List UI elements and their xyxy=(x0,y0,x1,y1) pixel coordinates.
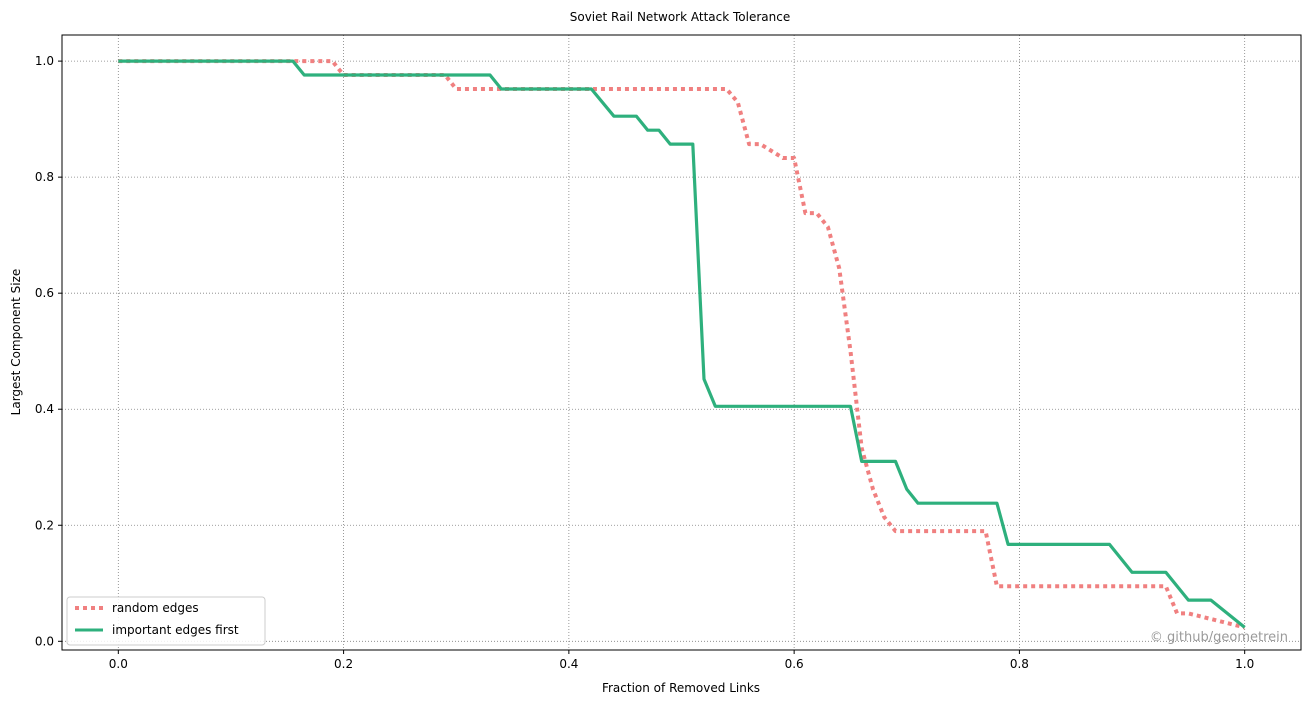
series-layer xyxy=(118,59,1246,630)
plot-frame xyxy=(61,34,1302,651)
y-tick-label: 0.2 xyxy=(35,518,54,532)
series-line-random-edges xyxy=(118,59,1246,630)
y-axis-ticks: 0.0 0.2 0.4 0.6 0.8 1.0 xyxy=(35,54,62,648)
legend-label-important-edges-first: important edges first xyxy=(112,623,239,637)
legend-label-random-edges: random edges xyxy=(112,601,199,615)
x-tick-label: 0.0 xyxy=(109,657,128,671)
x-tick-label: 0.8 xyxy=(1010,657,1029,671)
y-tick-label: 1.0 xyxy=(35,54,54,68)
x-tick-label: 0.6 xyxy=(785,657,804,671)
x-tick-label: 1.0 xyxy=(1235,657,1254,671)
chart-title: Soviet Rail Network Attack Tolerance xyxy=(570,10,790,24)
y-tick-label: 0.4 xyxy=(35,402,54,416)
x-tick-label: 0.2 xyxy=(334,657,353,671)
x-tick-label: 0.4 xyxy=(559,657,578,671)
grid-lines xyxy=(62,35,1301,650)
y-axis-label: Largest Component Size xyxy=(9,269,23,416)
y-tick-label: 0.6 xyxy=(35,286,54,300)
legend-box xyxy=(66,596,266,646)
watermark: © github/geometrein xyxy=(1150,630,1288,645)
y-tick-label: 0.0 xyxy=(35,634,54,648)
x-axis-label: Fraction of Removed Links xyxy=(602,681,760,695)
x-axis-ticks: 0.0 0.2 0.4 0.6 0.8 1.0 xyxy=(109,650,1254,671)
y-tick-label: 0.8 xyxy=(35,170,54,184)
legend: random edges important edges first xyxy=(66,596,266,646)
series-line-important-edges-first xyxy=(118,59,1246,629)
